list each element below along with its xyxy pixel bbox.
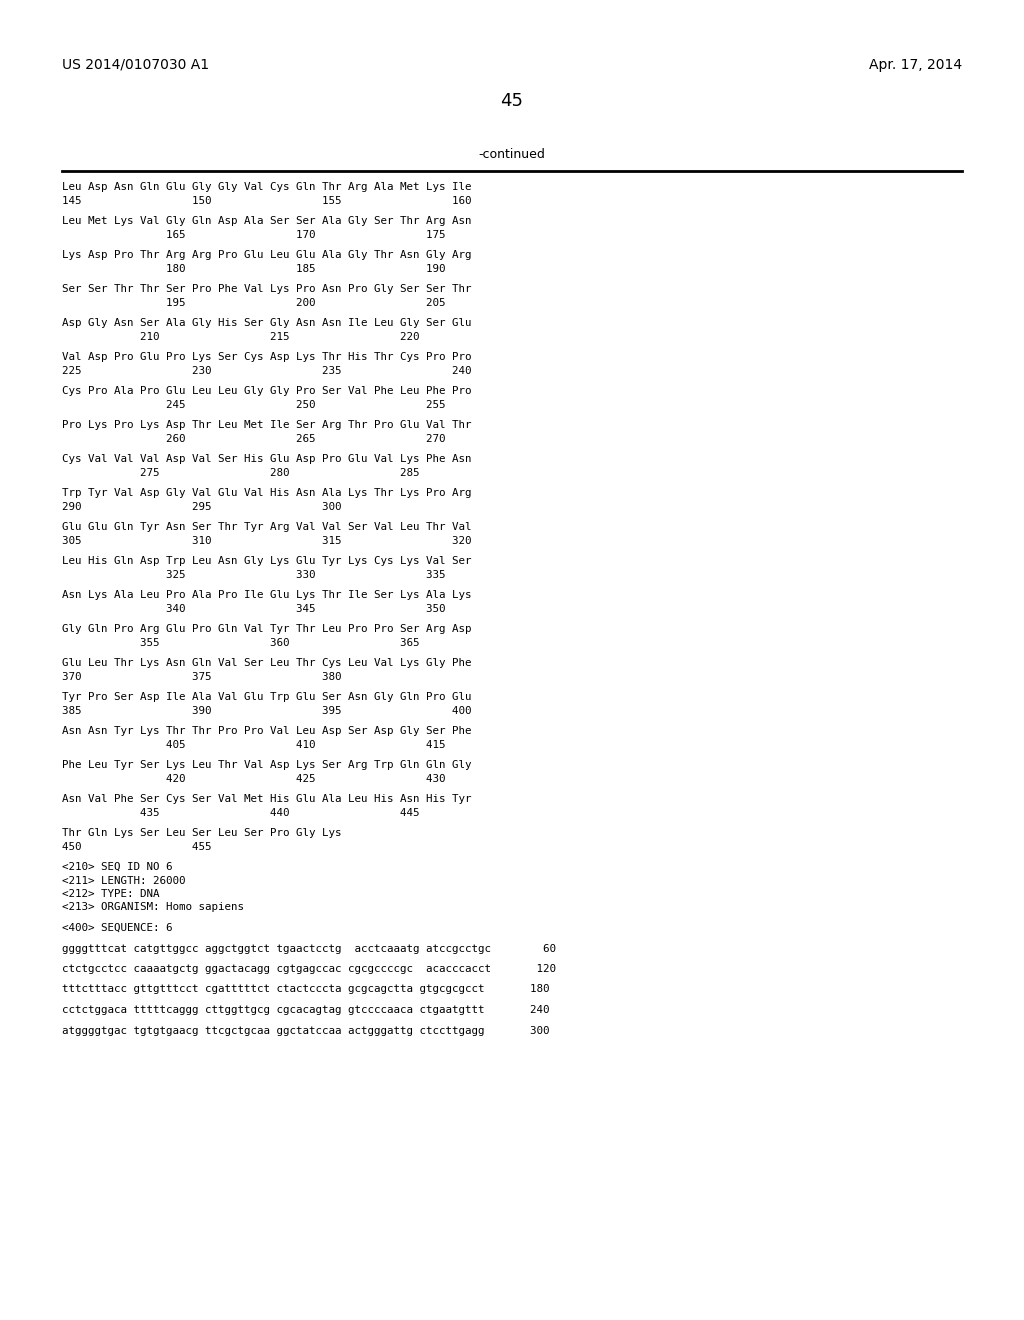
Text: <212> TYPE: DNA: <212> TYPE: DNA (62, 888, 160, 899)
Text: 340                 345                 350: 340 345 350 (62, 603, 445, 614)
Text: Glu Leu Thr Lys Asn Gln Val Ser Leu Thr Cys Leu Val Lys Gly Phe: Glu Leu Thr Lys Asn Gln Val Ser Leu Thr … (62, 657, 471, 668)
Text: 225                 230                 235                 240: 225 230 235 240 (62, 366, 471, 375)
Text: Asn Val Phe Ser Cys Ser Val Met His Glu Ala Leu His Asn His Tyr: Asn Val Phe Ser Cys Ser Val Met His Glu … (62, 795, 471, 804)
Text: 210                 215                 220: 210 215 220 (62, 331, 420, 342)
Text: 405                 410                 415: 405 410 415 (62, 739, 445, 750)
Text: 305                 310                 315                 320: 305 310 315 320 (62, 536, 471, 545)
Text: Cys Val Val Val Asp Val Ser His Glu Asp Pro Glu Val Lys Phe Asn: Cys Val Val Val Asp Val Ser His Glu Asp … (62, 454, 471, 465)
Text: Phe Leu Tyr Ser Lys Leu Thr Val Asp Lys Ser Arg Trp Gln Gln Gly: Phe Leu Tyr Ser Lys Leu Thr Val Asp Lys … (62, 760, 471, 770)
Text: tttctttacc gttgtttcct cgatttttct ctactcccta gcgcagctta gtgcgcgcct       180: tttctttacc gttgtttcct cgatttttct ctactcc… (62, 985, 550, 994)
Text: 450                 455: 450 455 (62, 842, 212, 851)
Text: 145                 150                 155                 160: 145 150 155 160 (62, 195, 471, 206)
Text: Pro Lys Pro Lys Asp Thr Leu Met Ile Ser Arg Thr Pro Glu Val Thr: Pro Lys Pro Lys Asp Thr Leu Met Ile Ser … (62, 420, 471, 430)
Text: Asn Asn Tyr Lys Thr Thr Pro Pro Val Leu Asp Ser Asp Gly Ser Phe: Asn Asn Tyr Lys Thr Thr Pro Pro Val Leu … (62, 726, 471, 737)
Text: Cys Pro Ala Pro Glu Leu Leu Gly Gly Pro Ser Val Phe Leu Phe Pro: Cys Pro Ala Pro Glu Leu Leu Gly Gly Pro … (62, 385, 471, 396)
Text: 245                 250                 255: 245 250 255 (62, 400, 445, 409)
Text: ggggtttcat catgttggcc aggctggtct tgaactcctg  acctcaaatg atccgcctgc        60: ggggtttcat catgttggcc aggctggtct tgaactc… (62, 944, 556, 953)
Text: 325                 330                 335: 325 330 335 (62, 569, 445, 579)
Text: Thr Gln Lys Ser Leu Ser Leu Ser Pro Gly Lys: Thr Gln Lys Ser Leu Ser Leu Ser Pro Gly … (62, 828, 341, 838)
Text: 260                 265                 270: 260 265 270 (62, 433, 445, 444)
Text: -continued: -continued (478, 148, 546, 161)
Text: 275                 280                 285: 275 280 285 (62, 467, 420, 478)
Text: <213> ORGANISM: Homo sapiens: <213> ORGANISM: Homo sapiens (62, 903, 244, 912)
Text: Val Asp Pro Glu Pro Lys Ser Cys Asp Lys Thr His Thr Cys Pro Pro: Val Asp Pro Glu Pro Lys Ser Cys Asp Lys … (62, 352, 471, 362)
Text: Glu Glu Gln Tyr Asn Ser Thr Tyr Arg Val Val Ser Val Leu Thr Val: Glu Glu Gln Tyr Asn Ser Thr Tyr Arg Val … (62, 521, 471, 532)
Text: Tyr Pro Ser Asp Ile Ala Val Glu Trp Glu Ser Asn Gly Gln Pro Glu: Tyr Pro Ser Asp Ile Ala Val Glu Trp Glu … (62, 692, 471, 702)
Text: <210> SEQ ID NO 6: <210> SEQ ID NO 6 (62, 862, 172, 873)
Text: Lys Asp Pro Thr Arg Arg Pro Glu Leu Glu Ala Gly Thr Asn Gly Arg: Lys Asp Pro Thr Arg Arg Pro Glu Leu Glu … (62, 249, 471, 260)
Text: <400> SEQUENCE: 6: <400> SEQUENCE: 6 (62, 923, 172, 933)
Text: ctctgcctcc caaaatgctg ggactacagg cgtgagccac cgcgccccgc  acacccacct       120: ctctgcctcc caaaatgctg ggactacagg cgtgagc… (62, 964, 556, 974)
Text: Leu Met Lys Val Gly Gln Asp Ala Ser Ser Ala Gly Ser Thr Arg Asn: Leu Met Lys Val Gly Gln Asp Ala Ser Ser … (62, 216, 471, 226)
Text: Apr. 17, 2014: Apr. 17, 2014 (869, 58, 962, 73)
Text: Leu His Gln Asp Trp Leu Asn Gly Lys Glu Tyr Lys Cys Lys Val Ser: Leu His Gln Asp Trp Leu Asn Gly Lys Glu … (62, 556, 471, 566)
Text: 165                 170                 175: 165 170 175 (62, 230, 445, 239)
Text: Asp Gly Asn Ser Ala Gly His Ser Gly Asn Asn Ile Leu Gly Ser Glu: Asp Gly Asn Ser Ala Gly His Ser Gly Asn … (62, 318, 471, 327)
Text: Gly Gln Pro Arg Glu Pro Gln Val Tyr Thr Leu Pro Pro Ser Arg Asp: Gly Gln Pro Arg Glu Pro Gln Val Tyr Thr … (62, 624, 471, 634)
Text: 195                 200                 205: 195 200 205 (62, 297, 445, 308)
Text: 420                 425                 430: 420 425 430 (62, 774, 445, 784)
Text: 355                 360                 365: 355 360 365 (62, 638, 420, 648)
Text: atggggtgac tgtgtgaacg ttcgctgcaa ggctatccaa actgggattg ctccttgagg       300: atggggtgac tgtgtgaacg ttcgctgcaa ggctatc… (62, 1026, 550, 1035)
Text: Ser Ser Thr Thr Ser Pro Phe Val Lys Pro Asn Pro Gly Ser Ser Thr: Ser Ser Thr Thr Ser Pro Phe Val Lys Pro … (62, 284, 471, 294)
Text: 370                 375                 380: 370 375 380 (62, 672, 341, 681)
Text: Leu Asp Asn Gln Glu Gly Gly Val Cys Gln Thr Arg Ala Met Lys Ile: Leu Asp Asn Gln Glu Gly Gly Val Cys Gln … (62, 182, 471, 191)
Text: US 2014/0107030 A1: US 2014/0107030 A1 (62, 58, 209, 73)
Text: cctctggaca tttttcaggg cttggttgcg cgcacagtag gtccccaaca ctgaatgttt       240: cctctggaca tttttcaggg cttggttgcg cgcacag… (62, 1005, 550, 1015)
Text: 435                 440                 445: 435 440 445 (62, 808, 420, 817)
Text: <211> LENGTH: 26000: <211> LENGTH: 26000 (62, 875, 185, 886)
Text: 290                 295                 300: 290 295 300 (62, 502, 341, 511)
Text: Trp Tyr Val Asp Gly Val Glu Val His Asn Ala Lys Thr Lys Pro Arg: Trp Tyr Val Asp Gly Val Glu Val His Asn … (62, 488, 471, 498)
Text: 45: 45 (501, 92, 523, 110)
Text: 180                 185                 190: 180 185 190 (62, 264, 445, 273)
Text: 385                 390                 395                 400: 385 390 395 400 (62, 705, 471, 715)
Text: Asn Lys Ala Leu Pro Ala Pro Ile Glu Lys Thr Ile Ser Lys Ala Lys: Asn Lys Ala Leu Pro Ala Pro Ile Glu Lys … (62, 590, 471, 601)
